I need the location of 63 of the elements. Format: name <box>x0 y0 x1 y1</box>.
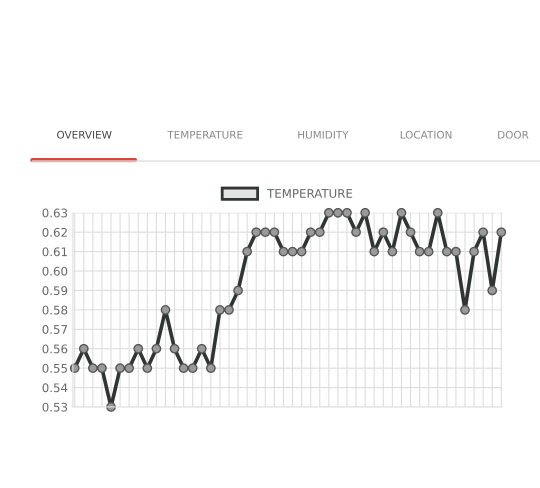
point <box>496 227 506 238</box>
point <box>78 344 89 354</box>
text: LOCATION <box>400 130 452 139</box>
point <box>469 246 479 256</box>
y-tick-label: 0.54 <box>42 383 68 392</box>
point <box>196 344 207 354</box>
point <box>424 246 434 256</box>
point <box>414 246 424 256</box>
y-tick-label: 0.53 <box>42 402 68 412</box>
point <box>152 344 162 354</box>
text: HUMIDITY <box>298 130 349 139</box>
y-tick-label: 0.60 <box>42 266 68 276</box>
point <box>360 208 370 218</box>
point <box>178 363 188 374</box>
point <box>288 246 298 256</box>
point <box>115 363 125 374</box>
y-tick-label: 0.59 <box>42 286 68 296</box>
point <box>432 208 443 218</box>
point <box>233 286 243 296</box>
point <box>296 246 306 256</box>
point <box>188 363 198 374</box>
point <box>333 208 343 218</box>
point <box>170 344 180 354</box>
point <box>124 363 134 374</box>
point <box>88 363 98 374</box>
text: DOOR <box>498 130 529 139</box>
point <box>142 363 152 374</box>
legend-label: TEMPERATURE <box>267 189 352 198</box>
point <box>215 305 225 315</box>
point <box>251 227 262 238</box>
y-tick-label: 0.56 <box>42 344 68 354</box>
point <box>378 227 388 238</box>
point <box>224 305 234 315</box>
point <box>351 227 361 238</box>
point <box>478 227 488 238</box>
point <box>260 227 270 238</box>
y-tick-label: 0.61 <box>42 247 67 256</box>
y-tick-label: 0.57 <box>42 325 68 334</box>
point <box>487 286 498 296</box>
point <box>306 227 316 238</box>
point <box>314 227 325 238</box>
text: TEMPERATURE <box>167 130 242 139</box>
point <box>206 363 216 374</box>
point <box>342 208 352 218</box>
y-tick-label: 0.58 <box>42 306 68 315</box>
point <box>278 246 288 256</box>
point <box>369 246 380 256</box>
point <box>460 305 470 315</box>
y-tick-label: 0.62 <box>42 228 67 237</box>
point <box>388 246 398 256</box>
point <box>97 363 107 374</box>
point <box>133 344 144 354</box>
point <box>160 305 170 315</box>
point <box>324 208 334 218</box>
point <box>242 246 252 256</box>
point <box>406 227 416 238</box>
point <box>396 208 406 218</box>
point <box>451 246 461 256</box>
point <box>270 227 280 238</box>
point <box>442 246 452 256</box>
text: OVERVIEW <box>57 130 112 139</box>
y-tick-label: 0.63 <box>42 208 68 218</box>
y-tick-label: 0.55 <box>42 364 68 373</box>
